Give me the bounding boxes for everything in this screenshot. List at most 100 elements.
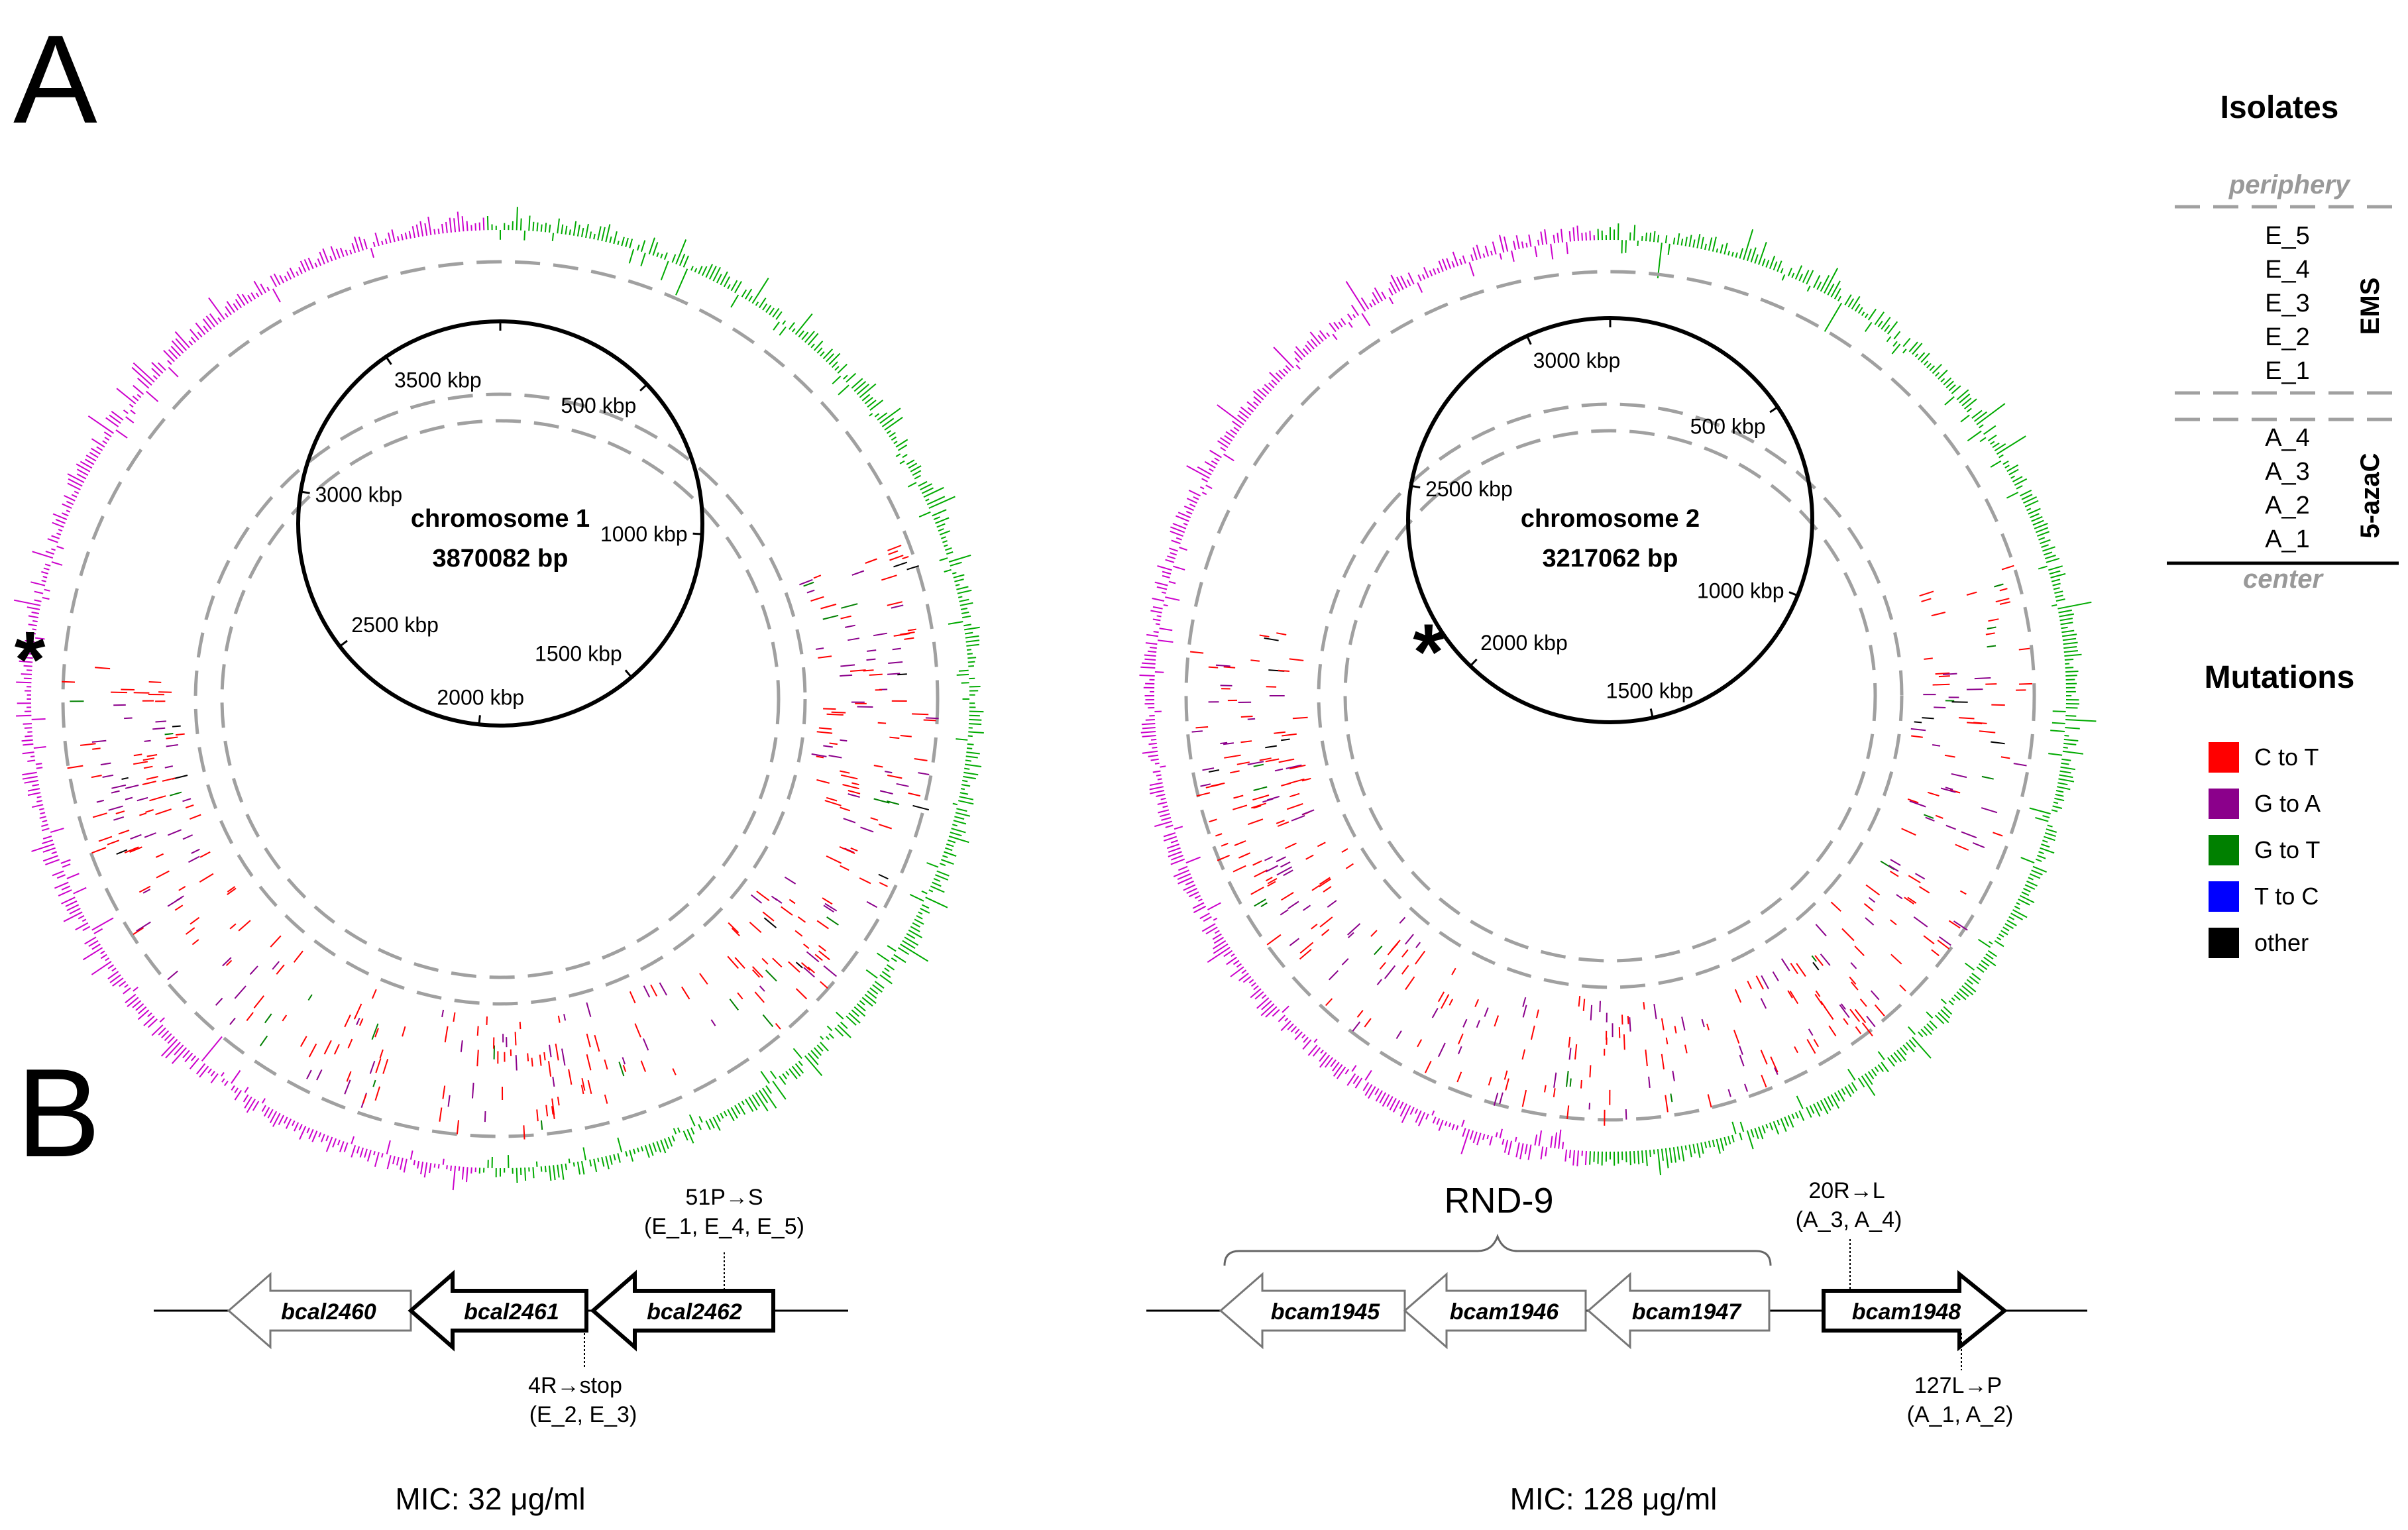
mutation-mark	[1959, 890, 1967, 895]
gc-skew-bar	[116, 388, 137, 405]
gc-skew-bar	[125, 416, 135, 423]
gc-skew-bar	[561, 224, 564, 235]
gc-skew-bar	[1645, 233, 1647, 242]
tick-label: 2000 kbp	[1480, 631, 1568, 655]
gc-skew-bar	[1847, 298, 1855, 307]
gc-skew-bar	[1515, 1136, 1517, 1142]
gc-skew-bar	[1780, 268, 1784, 274]
gc-skew-bar	[66, 500, 74, 506]
gc-skew-bar	[963, 771, 979, 776]
mutation-mark	[1942, 673, 1957, 675]
gc-skew-bar	[2052, 582, 2061, 586]
mutation-mark	[1938, 675, 1950, 678]
mutation-mark	[276, 964, 285, 975]
gene-label: bcam1946	[1450, 1299, 1560, 1325]
mutation-mark	[1661, 1018, 1665, 1030]
gc-skew-bar	[826, 353, 835, 362]
gc-skew-bar	[1250, 982, 1256, 987]
mutation-mark	[402, 1026, 406, 1037]
gc-skew-bar	[1739, 248, 1744, 259]
gc-skew-bar	[339, 247, 345, 257]
mutation-mark	[759, 985, 765, 992]
gc-skew-bar	[283, 1117, 288, 1124]
mutation-mark	[188, 855, 200, 863]
gc-skew-bar	[1495, 1132, 1498, 1138]
mutation-mark	[1196, 792, 1211, 797]
gc-skew-bar	[831, 361, 838, 368]
gc-skew-bar	[939, 862, 946, 867]
gc-skew-bar	[429, 1163, 432, 1174]
gc-skew-bar	[884, 416, 903, 431]
mutation-mark	[91, 775, 102, 779]
gc-skew-bar	[1890, 1054, 1898, 1063]
mutation-mark	[850, 669, 866, 672]
gc-skew-bar	[1861, 1075, 1876, 1097]
gc-skew-bar	[1629, 1151, 1631, 1166]
gc-skew-bar	[652, 1142, 657, 1152]
gc-skew-bar	[41, 580, 46, 582]
mutation-mark	[824, 800, 842, 806]
gc-skew-bar	[1351, 1065, 1357, 1072]
mutation-mark	[865, 558, 877, 564]
gc-skew-bar	[1791, 1113, 1795, 1119]
gc-skew-bar	[1499, 253, 1502, 260]
mutation-mark	[643, 985, 651, 998]
mutation-mark	[1232, 804, 1248, 810]
mutation-mark	[859, 877, 871, 885]
gc-skew-bar	[648, 1144, 654, 1156]
mutation-mark	[751, 966, 763, 978]
gc-skew-bar	[2042, 546, 2055, 552]
gc-skew-bar	[137, 394, 142, 398]
gc-skew-bar	[1560, 229, 1564, 243]
gc-skew-bar	[1820, 275, 1830, 292]
gc-skew-bar	[2016, 485, 2023, 490]
gc-skew-bar	[576, 225, 580, 237]
gc-skew-bar	[1177, 512, 1191, 519]
ems-isolate-label: E_1	[2265, 357, 2310, 385]
gc-skew-bar	[1854, 303, 1861, 312]
mutation-mark	[914, 758, 928, 761]
gc-skew-bar	[42, 576, 48, 578]
mutation-mark	[1247, 718, 1256, 720]
gc-skew-bar	[925, 498, 930, 502]
mutation-mark	[1670, 1093, 1673, 1103]
gc-skew-bar	[705, 1120, 711, 1130]
gc-skew-bar	[1163, 604, 1168, 607]
isolates-legend: Isolates periphery E_5 E_4 E_3 E_2 E_1 E…	[2167, 90, 2399, 594]
gc-skew-bar	[918, 911, 923, 915]
gc-skew-bar	[1696, 1143, 1701, 1158]
mutation-mark	[1569, 1078, 1572, 1087]
gc-skew-bar	[1152, 606, 1163, 610]
gc-skew-bar	[2057, 786, 2071, 791]
mutation-mark	[1252, 794, 1270, 801]
gc-skew-bar	[298, 1124, 303, 1130]
gc-skew-bar	[1168, 851, 1182, 857]
gc-skew-bar	[2065, 679, 2075, 681]
mutation-mark	[1370, 930, 1378, 937]
gc-skew-bar	[2052, 805, 2063, 809]
gc-skew-bar	[243, 1094, 249, 1103]
gc-skew-bar	[1374, 1088, 1380, 1095]
mutation-mark	[2000, 756, 2010, 759]
gc-skew-bar	[84, 936, 97, 945]
gc-skew-bar	[912, 922, 920, 928]
gc-skew-bar	[32, 620, 38, 623]
gc-skew-bar	[2062, 750, 2084, 755]
mutation-mark	[1706, 1023, 1710, 1030]
gc-skew-bar	[1157, 565, 1172, 571]
mutation-mark	[1396, 1030, 1402, 1040]
gc-skew-bar	[1247, 407, 1254, 413]
gc-skew-bar	[1152, 618, 1161, 622]
mutation-mark	[476, 1050, 479, 1067]
mutation-mark	[800, 962, 811, 971]
gc-skew-bar	[370, 248, 374, 258]
gc-skew-bar	[294, 1122, 300, 1132]
gc-skew-bar	[1990, 441, 1995, 445]
gene-label: bcam1948	[1852, 1299, 1961, 1325]
gc-skew-bar	[950, 561, 962, 567]
gc-skew-bar	[1550, 1136, 1553, 1148]
gc-skew-bar	[221, 1071, 225, 1077]
mutation-mark	[124, 846, 139, 853]
gc-skew-bar	[820, 1036, 824, 1040]
gc-skew-bar	[1754, 254, 1759, 264]
